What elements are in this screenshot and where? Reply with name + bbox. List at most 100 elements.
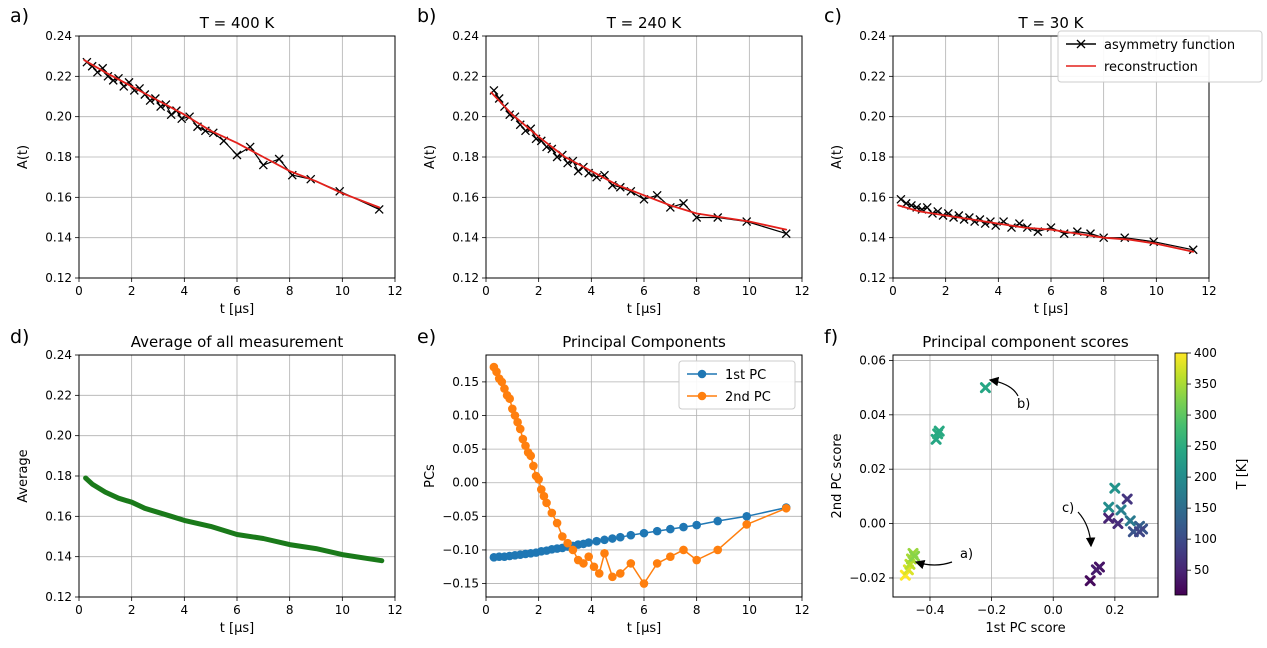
series-line bbox=[493, 89, 787, 235]
x-tick-label: 8 bbox=[286, 284, 294, 298]
x-tick-label: 10 bbox=[742, 603, 757, 617]
data-point bbox=[666, 552, 675, 561]
colorbar-tick-label: 100 bbox=[1194, 532, 1217, 546]
legend-marker bbox=[697, 391, 707, 401]
x-tick-label: 4 bbox=[588, 603, 596, 617]
y-tick-label: 0.16 bbox=[452, 190, 479, 204]
data-point bbox=[505, 394, 514, 403]
y-tick-label: 0.04 bbox=[859, 408, 886, 422]
chart-title: Principal component scores bbox=[922, 333, 1129, 351]
data-point bbox=[500, 384, 509, 393]
x-tick-label: 2 bbox=[942, 284, 950, 298]
colorbar-tick-label: 400 bbox=[1194, 346, 1217, 360]
x-tick-label: 0.2 bbox=[1105, 603, 1124, 617]
data-point bbox=[515, 424, 525, 434]
data-point bbox=[592, 536, 601, 546]
chart-title: T = 400 K bbox=[199, 14, 276, 32]
x-tick-label: 10 bbox=[742, 284, 757, 298]
data-point bbox=[979, 382, 991, 394]
colorbar-tick-label: 150 bbox=[1194, 501, 1217, 515]
data-point bbox=[616, 532, 625, 542]
y-tick-label: 0.20 bbox=[859, 110, 886, 124]
data-point bbox=[1188, 245, 1198, 255]
data-point bbox=[1134, 526, 1146, 538]
data-point bbox=[547, 508, 557, 518]
x-tick-label: 2 bbox=[128, 603, 136, 617]
data-point bbox=[124, 77, 134, 87]
x-axis-label: t [μs] bbox=[627, 302, 661, 317]
data-point bbox=[258, 160, 268, 170]
data-point bbox=[579, 559, 588, 568]
colorbar-label: T [K] bbox=[1235, 459, 1250, 491]
data-point bbox=[1109, 482, 1121, 494]
data-point bbox=[713, 516, 723, 526]
series-reconstruction bbox=[897, 204, 1195, 253]
data-point bbox=[626, 559, 636, 568]
x-tick-label: 12 bbox=[387, 603, 402, 617]
legend-box bbox=[678, 360, 796, 410]
legend-marker bbox=[697, 369, 707, 379]
y-tick-label: 0.24 bbox=[452, 29, 479, 43]
data-point bbox=[1112, 518, 1124, 530]
data-point bbox=[713, 545, 723, 555]
data-point bbox=[589, 562, 599, 572]
data-point bbox=[607, 180, 617, 190]
panel-e: e) Principal Components 0 2 4 6 8 10 12 −0.15 −0.1… bbox=[417, 326, 810, 636]
y-tick-label: 0.14 bbox=[859, 231, 886, 245]
data-point bbox=[639, 579, 649, 588]
data-point bbox=[552, 152, 562, 162]
data-point bbox=[639, 528, 649, 538]
panel-c: c) T = 30 K 0 2 4 6 8 10 12 0.12 0.14 0.16 0.18 0.20 0… bbox=[824, 5, 1263, 317]
plot-area bbox=[82, 57, 384, 214]
series-asymmetry-function bbox=[82, 57, 384, 214]
x-tick-label: 6 bbox=[640, 284, 648, 298]
data-point bbox=[232, 150, 242, 160]
data-point bbox=[584, 538, 593, 547]
y-tick-label: 0.06 bbox=[859, 353, 886, 367]
data-point bbox=[1084, 575, 1096, 587]
colorbar-tick-label: 50 bbox=[1194, 563, 1209, 577]
series-line bbox=[897, 204, 1195, 253]
series-1st-pc bbox=[489, 503, 791, 562]
panel-d: d) Average of all measurement 0 2 4 6 8 10 12 0.1… bbox=[10, 326, 403, 636]
x-tick-label: 8 bbox=[286, 603, 294, 617]
data-point bbox=[568, 545, 578, 555]
data-point bbox=[679, 545, 688, 555]
data-point bbox=[896, 194, 906, 204]
legend-marker bbox=[1076, 39, 1086, 49]
y-axis-label: A(t) bbox=[423, 145, 438, 169]
data-point bbox=[959, 215, 969, 224]
data-point bbox=[573, 166, 583, 176]
data-point bbox=[1124, 515, 1136, 527]
y-tick-label: 0.14 bbox=[45, 550, 72, 564]
data-point bbox=[129, 85, 139, 95]
legend-label: 1st PC bbox=[725, 368, 766, 383]
data-point bbox=[177, 114, 187, 124]
series-reconstruction bbox=[83, 59, 381, 209]
data-point bbox=[537, 485, 546, 494]
y-tick-label: 0.00 bbox=[859, 517, 886, 531]
data-point bbox=[563, 538, 572, 548]
y-tick-label: 0.16 bbox=[45, 509, 72, 523]
y-tick-label: 0.18 bbox=[45, 150, 72, 164]
data-point bbox=[508, 404, 517, 414]
legend-label: reconstruction bbox=[1104, 60, 1198, 75]
data-point bbox=[1103, 512, 1115, 524]
x-tick-label: −0.4 bbox=[915, 603, 944, 617]
plot-area bbox=[899, 382, 1149, 587]
x-tick-label: 4 bbox=[181, 603, 189, 617]
data-point bbox=[781, 229, 791, 239]
annotation-arrow bbox=[914, 559, 953, 570]
data-point bbox=[518, 434, 528, 444]
plot-area bbox=[489, 362, 791, 588]
y-tick-label: 0.22 bbox=[859, 69, 886, 83]
y-tick-label: 0.12 bbox=[859, 271, 886, 285]
plot-frame bbox=[78, 354, 396, 598]
x-tick-label: 4 bbox=[181, 284, 189, 298]
y-tick-label: 0.20 bbox=[45, 110, 72, 124]
x-tick-label: 8 bbox=[693, 284, 701, 298]
data-point bbox=[692, 555, 701, 565]
panel-a: a) T = 400 K 0 2 4 6 8 10 12 0.12 0.14 0.16 0.18 0.20… bbox=[10, 5, 403, 317]
y-axis-label: PCs bbox=[423, 464, 438, 488]
data-point bbox=[594, 569, 604, 578]
